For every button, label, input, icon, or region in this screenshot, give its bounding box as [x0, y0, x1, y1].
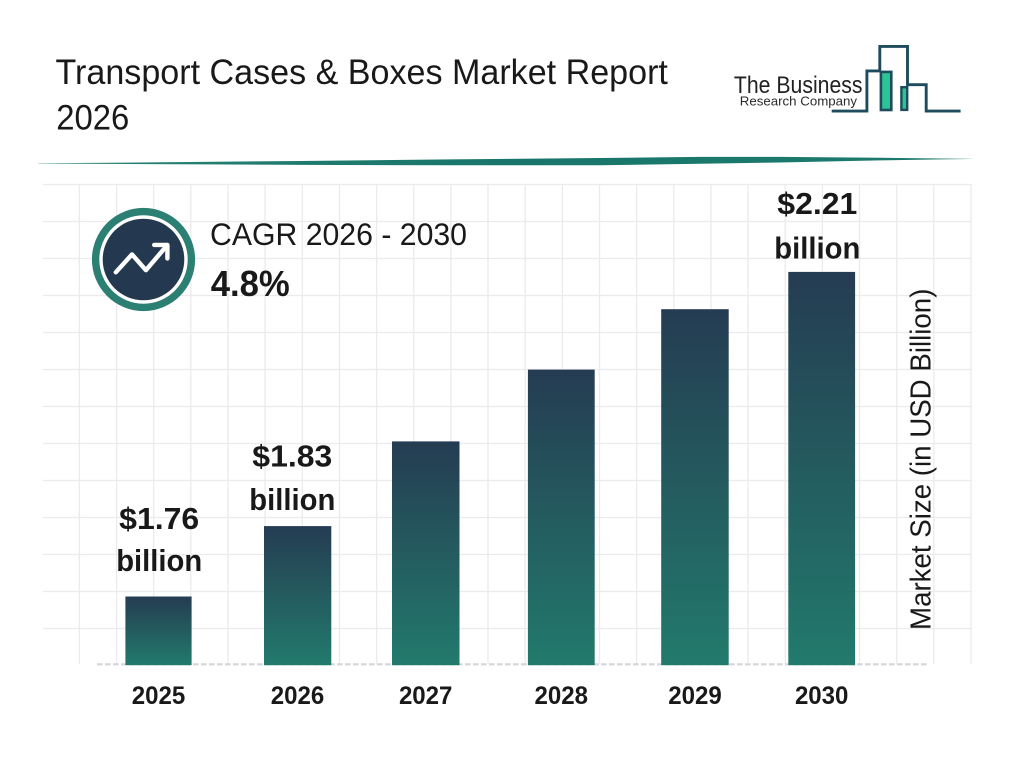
- svg-text:$1.76: $1.76: [119, 502, 199, 536]
- svg-text:Research Company: Research Company: [740, 95, 858, 109]
- svg-text:2030: 2030: [795, 682, 849, 710]
- svg-text:$2.21: $2.21: [777, 187, 857, 221]
- svg-text:$1.83: $1.83: [252, 440, 332, 474]
- svg-text:CAGR 2026 - 2030: CAGR 2026 - 2030: [210, 216, 467, 252]
- svg-text:4.8%: 4.8%: [211, 263, 290, 304]
- svg-text:2029: 2029: [668, 682, 722, 710]
- svg-text:Transport Cases & Boxes Market: Transport Cases & Boxes Market Report: [56, 53, 669, 92]
- svg-text:2025: 2025: [132, 682, 186, 710]
- svg-text:billion: billion: [116, 544, 202, 578]
- svg-text:billion: billion: [774, 232, 860, 266]
- svg-text:billion: billion: [249, 483, 335, 517]
- svg-text:2026: 2026: [271, 682, 325, 710]
- svg-text:2028: 2028: [535, 682, 589, 710]
- svg-text:The Business: The Business: [734, 72, 863, 99]
- svg-text:2026: 2026: [56, 98, 129, 137]
- svg-text:2027: 2027: [399, 682, 453, 710]
- svg-text:Market Size (in USD Billion): Market Size (in USD Billion): [906, 289, 938, 630]
